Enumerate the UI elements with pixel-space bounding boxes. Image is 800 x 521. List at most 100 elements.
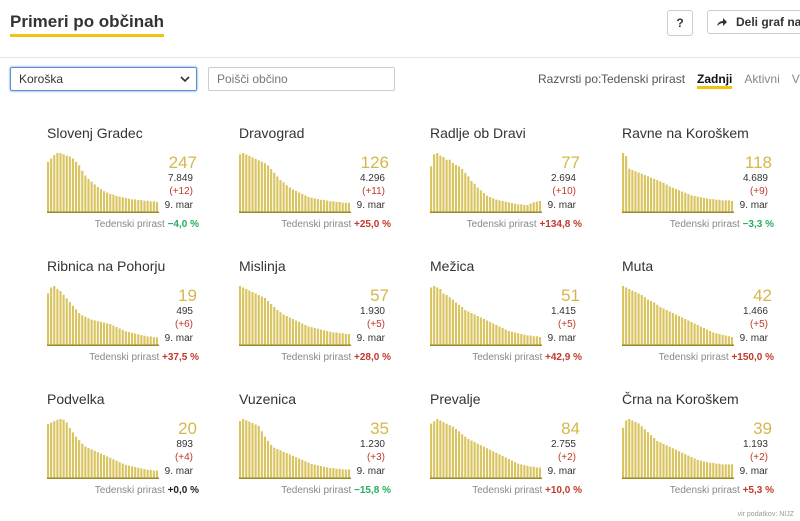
bar [47,293,50,346]
bar [260,296,263,346]
bar [47,161,50,213]
bar [78,313,81,346]
bar [489,197,492,213]
bar [93,450,96,479]
bar [115,460,118,479]
bar [87,178,90,213]
bar [504,329,507,346]
bar [251,157,254,213]
bar [653,438,656,479]
card-date: 9. mar [547,333,576,344]
bar [470,181,473,213]
bar [307,196,310,213]
bar [248,421,251,479]
bar [538,201,541,213]
bar [671,313,674,346]
bar [622,286,625,346]
card-title: Prevalje [430,391,481,407]
card-growth: Tedenski prirast +42,9 % [472,352,582,363]
help-button[interactable]: ? [667,10,693,36]
bar [461,307,464,346]
bar [706,198,709,213]
bar [436,153,439,213]
share-button[interactable]: Deli graf na [707,10,800,34]
bar [721,464,724,479]
bar [492,198,495,213]
sort-option[interactable]: Vsi [791,72,800,86]
bar [301,459,304,479]
bar [152,337,155,346]
region-select[interactable]: Koroška [10,67,197,91]
growth-label: Tedenski prirast [669,485,740,496]
card-total: 2.755 [550,439,576,450]
bar [514,462,517,479]
bar [643,175,646,213]
municipality-card: Črna na Koroškem 39 1.193 (+2) 9. mar Tedensk… [622,391,774,511]
card-delta: (+10) [552,186,576,197]
bar [681,317,684,346]
bar [684,192,687,213]
bar [684,454,687,479]
bar [59,153,62,213]
card-growth: Tedenski prirast +0,0 % [95,485,199,496]
sort-option[interactable]: Tedenski prirast [601,72,686,86]
bar [510,460,513,479]
bar [523,205,526,213]
bar [344,469,347,479]
bar [628,419,631,479]
bar [62,294,65,346]
card-date: 9. mar [739,200,768,211]
bar [291,319,294,346]
bar [90,449,93,479]
bar [486,448,489,479]
bar [127,465,130,479]
bar [699,460,702,479]
bar [288,187,291,213]
card-delta: (+9) [749,186,768,197]
bar [137,200,140,213]
bar [313,328,316,346]
bar [254,424,257,479]
bar [498,200,501,213]
bar [681,191,684,213]
sort-option[interactable]: Aktivni [744,72,780,86]
search-input[interactable]: Poišči občino [208,67,395,91]
bar [93,184,96,213]
bar [696,459,699,479]
bar [724,200,727,213]
bar [712,332,715,346]
bar [451,426,454,479]
sort-options: Tedenski prirast Zadnji Aktivni Vsi [601,72,800,89]
card-total: 4.296 [359,173,385,184]
bar [62,154,65,213]
card-total: 1.415 [550,306,576,317]
bar [121,329,124,346]
bar [65,155,68,213]
bar [96,321,99,346]
card-total: 7.849 [167,173,193,184]
bar [329,331,332,346]
bar [470,313,473,346]
sort-option[interactable]: Zadnji [697,72,733,89]
bar [433,154,436,213]
bar [75,309,78,346]
bar [106,323,109,346]
card-value: 118 [744,153,772,172]
bar [538,337,541,346]
bar [643,297,646,346]
bar [489,449,492,479]
bar [332,332,335,346]
bar [276,449,279,479]
card-date: 9. mar [356,200,385,211]
growth-value: −15,8 % [354,485,391,496]
bar [650,301,653,346]
bar [696,325,699,346]
growth-label: Tedenski prirast [94,485,165,496]
bar [260,431,263,479]
card-delta: (+12) [169,186,193,197]
bar [727,200,730,213]
card-growth: Tedenski prirast +150,0 % [659,352,774,363]
bar [690,322,693,346]
bar [245,154,248,213]
bar [285,316,288,346]
